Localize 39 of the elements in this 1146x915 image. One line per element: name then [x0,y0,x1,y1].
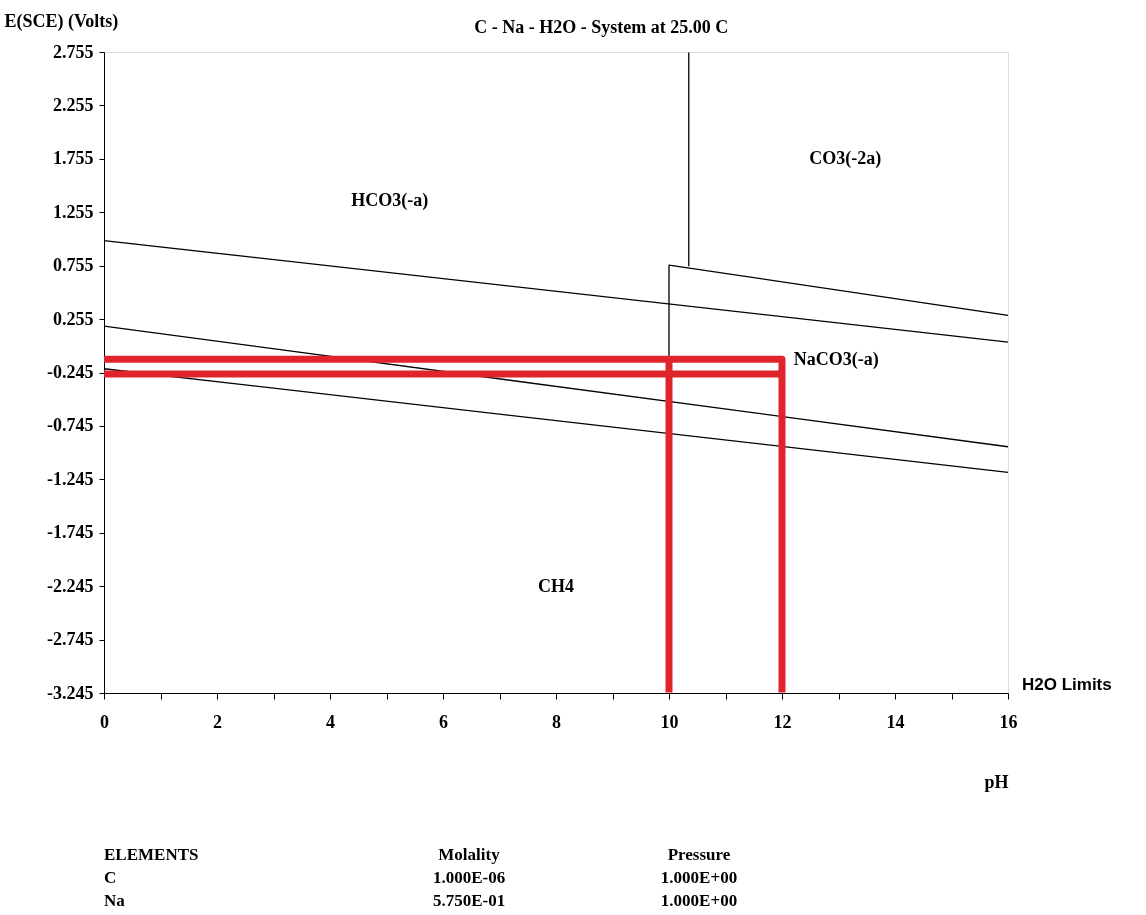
annotation: CO3(-2a) [809,148,882,170]
text: ELEMENTS [104,845,199,864]
x-tick-label: 14 [886,711,905,732]
y-tick-label: 0.755 [53,255,94,276]
y-tick-label: 2.255 [53,94,94,115]
y-tick-label: 2.755 [53,41,94,62]
x-tick-label: 4 [326,711,335,732]
x-tick-label: 10 [660,711,679,732]
text: 5.750E-01 [432,891,506,910]
x-tick-label: 16 [999,711,1018,732]
annotation: CH4 [538,576,574,597]
y-tick-label: -0.745 [47,415,94,436]
text: 1.000E+00 [660,868,738,887]
annotation: NaCO3(-a) [793,348,879,370]
text: 1.000E+00 [660,891,738,910]
chart-title: C - Na - H2O - System at 25.00 C [474,17,729,37]
y-tick-label: -1.245 [47,468,94,489]
y-tick-label: -3.245 [47,682,94,703]
text: 1.000E-06 [432,868,506,887]
x-tick-label: 0 [100,711,109,732]
y-tick-label: -2.245 [47,575,94,596]
y-tick-label: 0.255 [53,308,94,329]
y-tick-label: 1.755 [53,148,94,169]
y-tick-label: -1.745 [47,522,94,543]
x-tick-label: 2 [213,711,222,732]
text: Pressure [667,845,731,864]
x-tick-label: 8 [552,711,561,732]
x-tick-label: 6 [439,711,448,732]
text: Na [104,891,126,910]
annotation: HCO3(-a) [351,190,429,212]
y-tick-label: -0.245 [47,362,94,382]
x-tick-label: 12 [773,711,792,732]
text: C [104,868,117,887]
text: H2O Limits [1022,675,1112,694]
y-tick-label: -2.745 [47,629,94,650]
y-tick-label: 1.255 [53,201,94,222]
y-axis-title: E(SCE) (Volts) [4,10,119,32]
text: Molality [438,845,501,864]
x-axis-title: pH [984,771,1009,792]
